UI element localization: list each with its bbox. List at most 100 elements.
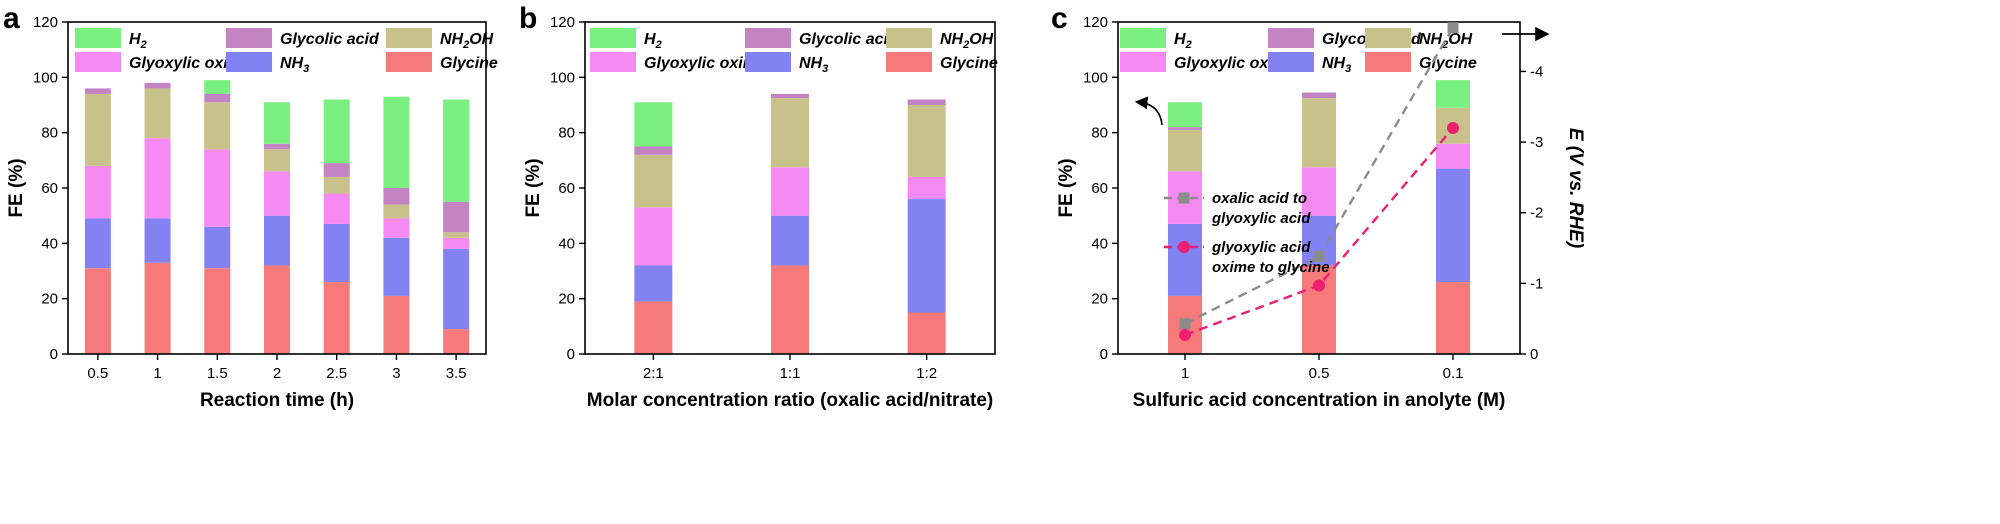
data-point-circle: [1447, 121, 1459, 134]
legend-swatch: [226, 28, 272, 48]
bar-segment-glycine: [144, 262, 171, 354]
legend-swatch: [226, 52, 272, 72]
bar-segment-glycine: [1302, 265, 1336, 354]
x-tick-label: 3.5: [446, 365, 467, 382]
bar-segment-glycine: [84, 268, 111, 354]
bar-segment-glycine: [383, 295, 410, 354]
y-tick-label: 100: [1083, 69, 1108, 86]
bar-segment-glyoxylic-oxime: [383, 218, 410, 238]
bar-segment-glycolic-acid: [1168, 127, 1202, 130]
bar-segment-glycine: [907, 312, 946, 354]
bar-segment-nh3: [144, 218, 171, 263]
legend-swatch: [886, 52, 932, 72]
y-tick-label: 120: [33, 14, 58, 31]
bar-segment-nh3: [634, 265, 673, 302]
x-axis-label: Reaction time (h): [200, 390, 354, 411]
x-tick-label: 1: [153, 365, 161, 382]
bar-segment-glyoxylic-oxime: [84, 165, 111, 219]
bar-segment-glycolic-acid: [323, 163, 350, 177]
x-tick-label: 0.5: [87, 365, 108, 382]
bar-segment-h2: [634, 102, 673, 147]
legend-label: H2: [644, 31, 662, 51]
bar-segment-glyoxylic-oxime: [323, 193, 350, 224]
x-axis-label: Molar concentration ratio (oxalic acid/n…: [587, 390, 993, 411]
bar-segment-h2: [443, 99, 470, 202]
x-tick-label: 1:1: [780, 365, 801, 382]
y2-tick-label: -1: [1530, 275, 1543, 292]
panel-label: b: [519, 2, 537, 35]
bar-segment-glyoxylic-oxime: [144, 138, 171, 219]
bar-segment-glyoxylic-oxime: [264, 171, 290, 216]
bar-segment-glycolic-acid: [1302, 92, 1336, 99]
bar-segment-glycolic-acid: [634, 146, 673, 155]
legend-swatch: [886, 28, 932, 48]
legend-swatch: [745, 52, 791, 72]
y2-tick-label: -2: [1530, 205, 1543, 222]
y-tick-label: 0: [567, 346, 575, 363]
bar-segment-nh2oh: [1302, 98, 1336, 168]
bar-segment-glycine: [443, 329, 470, 354]
data-point-square: [1313, 251, 1325, 263]
bar-segment-h2: [1436, 80, 1470, 108]
bar-segment-glycolic-acid: [771, 93, 809, 99]
bar-segment-glycine: [264, 265, 290, 354]
y-tick-label: 120: [1083, 14, 1108, 31]
y-tick-label: 40: [41, 235, 58, 252]
legend-label: Glycolic acid: [280, 31, 380, 48]
legend-swatch: [745, 28, 791, 48]
bar-segment-nh3: [84, 218, 111, 269]
bar-segment-nh2oh: [771, 98, 809, 168]
bar-segment-nh3: [323, 223, 350, 283]
legend-swatch: [75, 28, 121, 48]
bar-segment-glycolic-acid: [443, 201, 470, 233]
legend-swatch: [1268, 28, 1314, 48]
legend-label: Glyoxylic oxime: [129, 55, 251, 72]
bar-segment-nh3: [383, 237, 410, 296]
line-legend-label: glyoxylic acid: [1211, 239, 1311, 256]
bar-segment-glycolic-acid: [383, 188, 410, 205]
y-tick-label: 20: [1091, 291, 1108, 308]
data-point-square: [1179, 318, 1191, 330]
bar-segment-glyoxylic-oxime: [443, 237, 470, 249]
legend-swatch: [1365, 28, 1411, 48]
y-axis-label: FE (%): [1056, 158, 1077, 217]
y2-axis-label: E (V vs. RHE): [1565, 128, 1586, 248]
y-axis-label: FE (%): [6, 158, 27, 217]
x-tick-label: 2: [273, 365, 281, 382]
arrow-to-left-axis: [1134, 96, 1163, 126]
bar-segment-glycine: [1436, 282, 1470, 354]
bar-segment-glycolic-acid: [84, 88, 111, 94]
data-point-circle: [1179, 328, 1191, 341]
bar-segment-nh2oh: [204, 102, 231, 150]
y-tick-label: 100: [33, 69, 58, 86]
x-tick-label: 0.5: [1309, 365, 1330, 382]
bar-segment-glycolic-acid: [204, 93, 231, 103]
y-tick-label: 100: [550, 69, 575, 86]
y2-tick-label: -3: [1530, 134, 1543, 151]
bar-segment-glyoxylic-oxime: [907, 176, 946, 200]
legend-swatch: [1365, 52, 1411, 72]
legend-swatch: [1120, 28, 1166, 48]
bar-segment-nh2oh: [634, 154, 673, 208]
x-tick-label: 1.5: [207, 365, 228, 382]
x-tick-label: 0.1: [1443, 365, 1464, 382]
bar-segment-h2: [323, 99, 350, 164]
y-tick-label: 40: [558, 235, 575, 252]
line-legend-marker: [1178, 241, 1190, 253]
bar-segment-h2: [1168, 102, 1202, 128]
chart-panel-b: b 0 20 40 60 80 100 120 2:1 1:1 1:2 Molar concentra…: [519, 2, 998, 411]
y-tick-label: 20: [41, 291, 58, 308]
data-point-square: [1447, 22, 1459, 34]
y-tick-label: 60: [558, 180, 575, 197]
bar-segment-nh2oh: [323, 176, 350, 194]
line-legend-marker: [1178, 192, 1190, 204]
x-tick-label: 2.5: [326, 365, 347, 382]
y-tick-label: 60: [1091, 180, 1108, 197]
legend-label: H2: [1174, 31, 1192, 51]
y-tick-label: 60: [41, 180, 58, 197]
legend-label: NH2OH: [940, 31, 994, 51]
y-tick-label: 20: [558, 291, 575, 308]
bar-segment-glycolic-acid: [264, 143, 290, 150]
